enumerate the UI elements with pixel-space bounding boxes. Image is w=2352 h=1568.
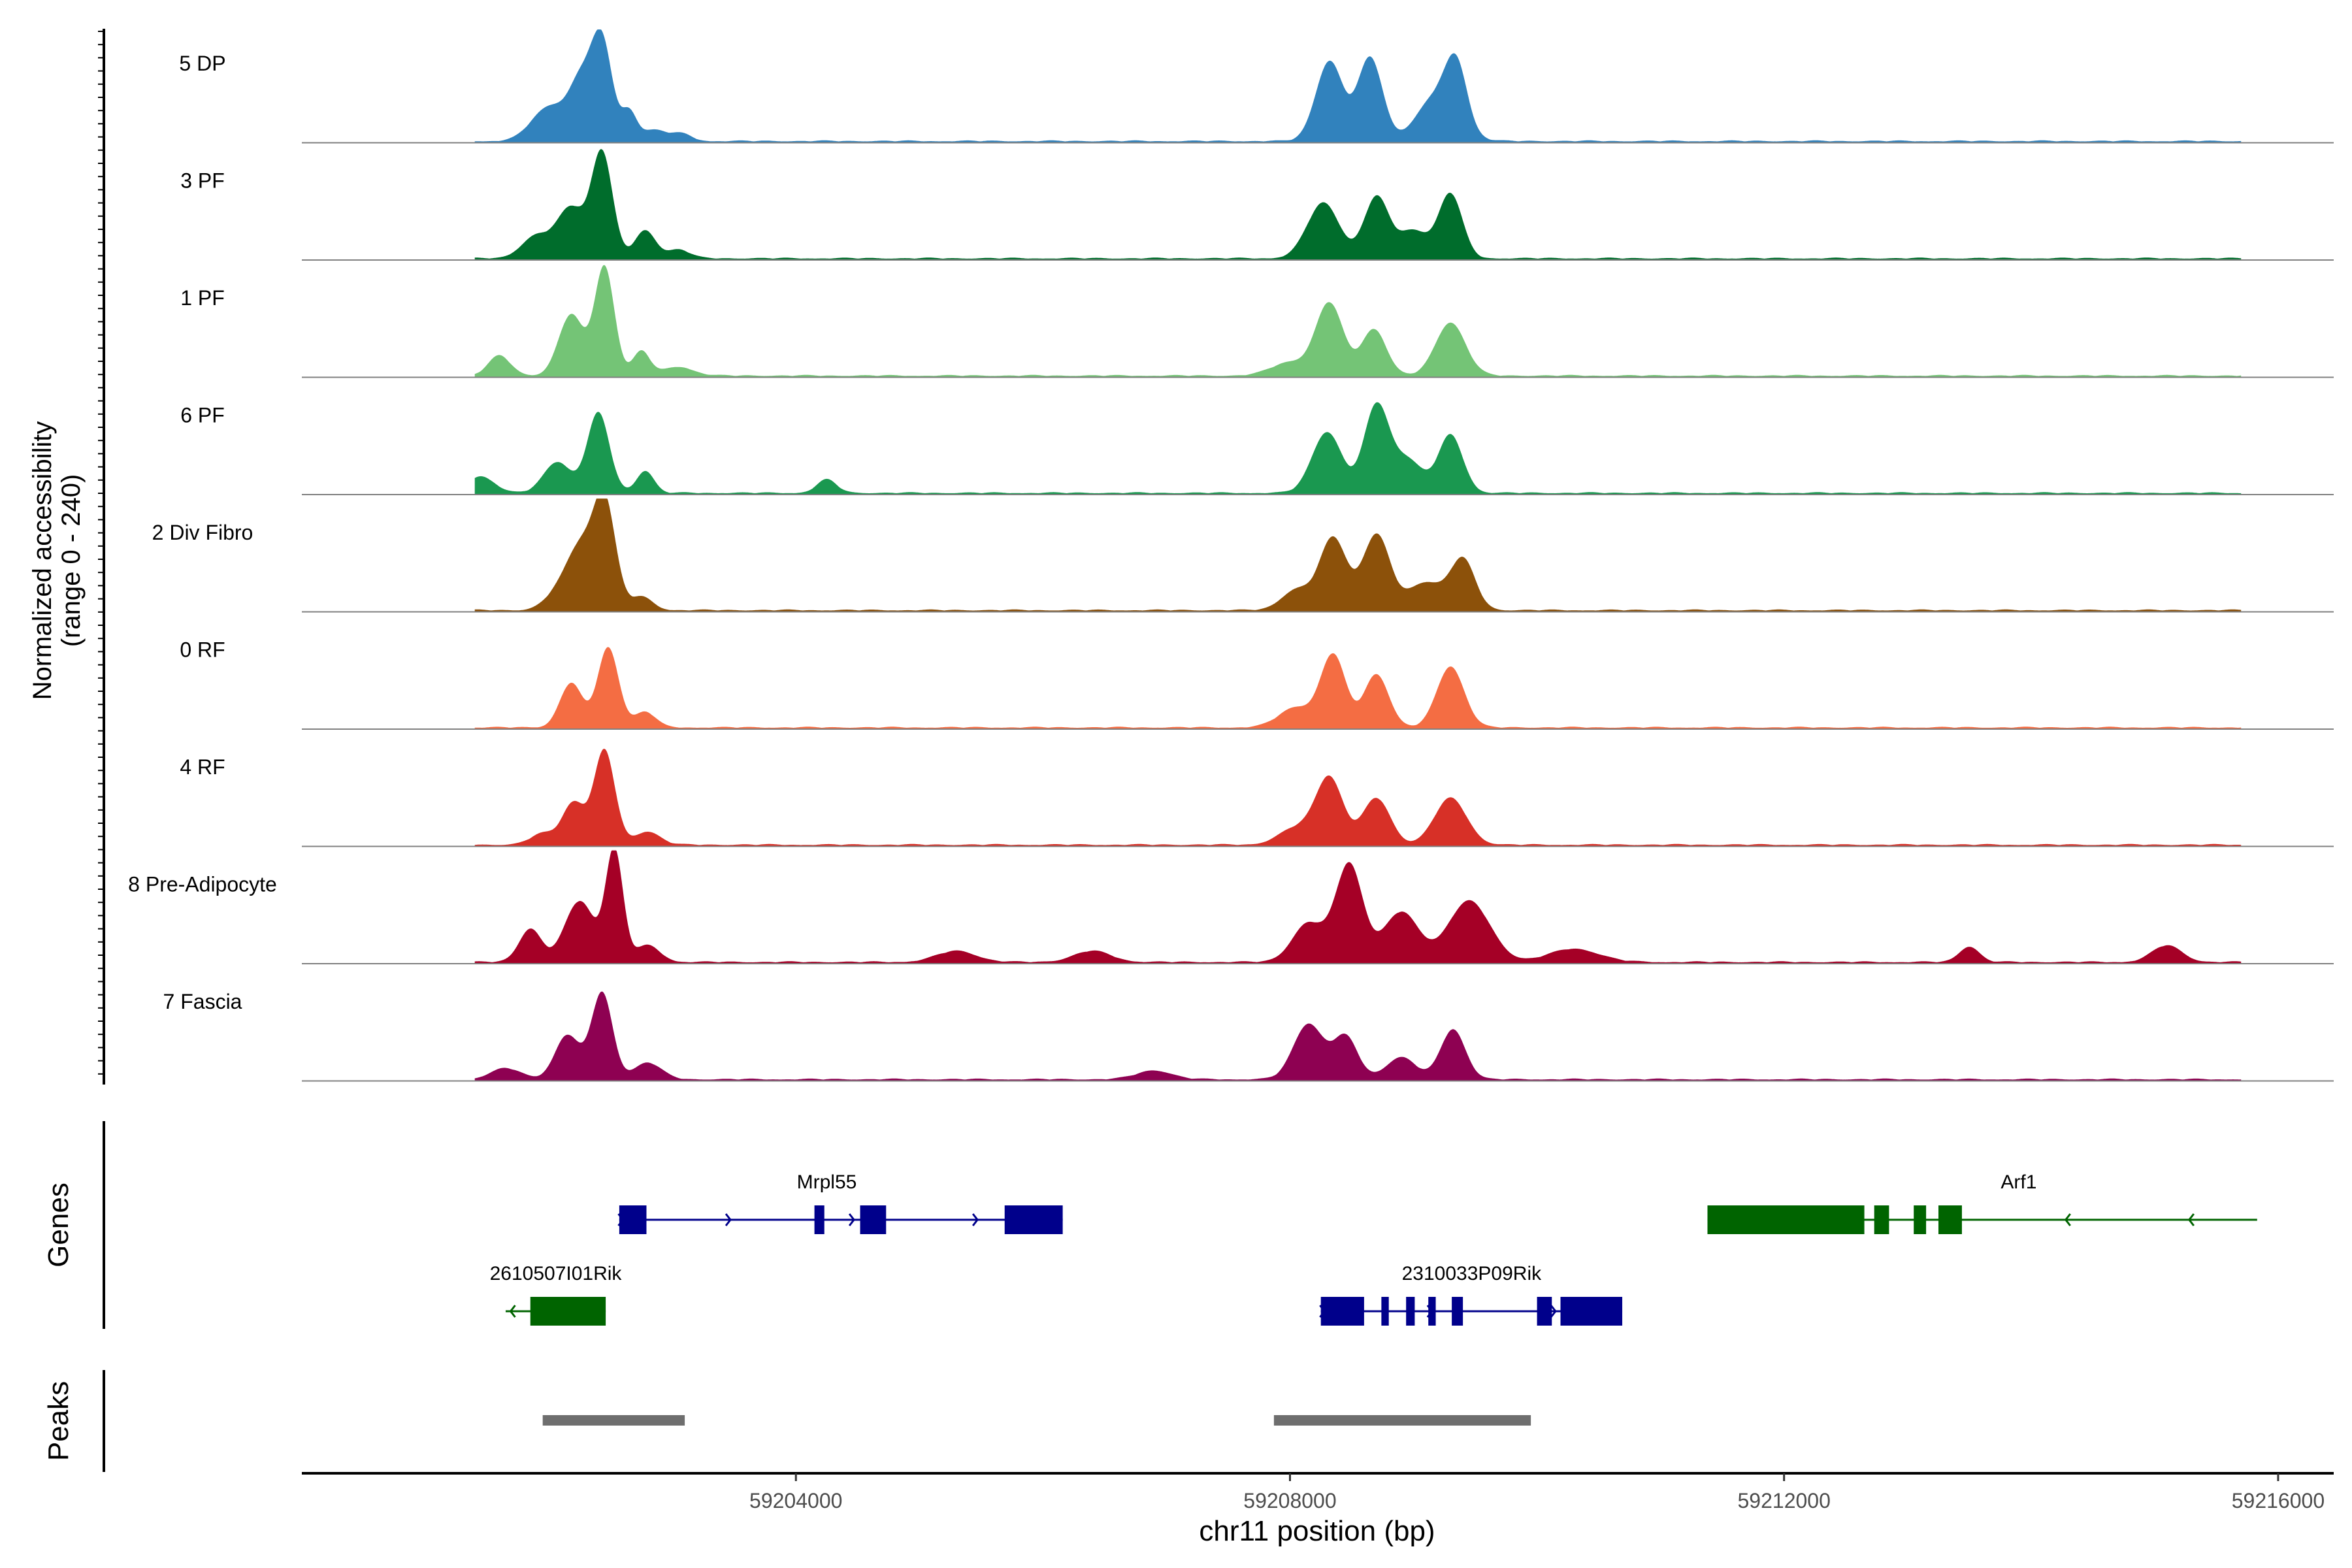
- coverage-area: [474, 402, 2242, 495]
- genes-track-label: Genes: [42, 1183, 74, 1267]
- y-axis-ticks: [98, 31, 104, 1075]
- gene-exon: [1428, 1297, 1436, 1326]
- x-axis-ticks: 59204000 59208000 59212000 59216000: [749, 1473, 2325, 1512]
- coverage-area: [474, 498, 2242, 612]
- gene-2310033p09rik: 2310033P09Rik: [1319, 1263, 1623, 1326]
- coverage-area: [474, 647, 2242, 729]
- track-label: 7 Fascia: [163, 990, 242, 1013]
- track-4-rf: 4 RF: [180, 749, 2334, 847]
- track-7-fascia: 7 Fascia: [163, 990, 2334, 1082]
- gene-2610507i01rik: 2610507I01Rik: [490, 1263, 623, 1326]
- genes-track: Mrpl55 Arf1 2610507I01Rik 2310033P09Rik: [490, 1171, 2257, 1326]
- gene-exon: [1874, 1205, 1889, 1234]
- gene-exon: [530, 1297, 606, 1326]
- gene-label: 2310033P09Rik: [1402, 1263, 1543, 1284]
- peak-region: [1273, 1415, 1531, 1426]
- track-label: 2 Div Fibro: [152, 521, 253, 544]
- peaks-track-label: Peaks: [42, 1381, 74, 1461]
- gene-exon: [1914, 1205, 1927, 1234]
- gene-exon: [1537, 1297, 1552, 1326]
- track-6-pf: 6 PF: [180, 402, 2334, 495]
- peak-region: [542, 1415, 685, 1426]
- coverage-area: [474, 850, 2242, 964]
- y-axis-range: (range 0 - 240): [57, 474, 86, 647]
- track-2-div-fibro: 2 Div Fibro: [152, 498, 2334, 613]
- track-1-pf: 1 PF: [180, 265, 2334, 378]
- gene-exon: [860, 1205, 887, 1234]
- x-tick-label: 59212000: [1738, 1489, 1831, 1512]
- gene-exon: [1938, 1205, 1962, 1234]
- strand-arrow: [2187, 1213, 2195, 1226]
- coverage-tracks: 5 DP 3 PF 1 PF 6 PF 2 Div Fibro 0 RF 4 RF 8 Pre…: [128, 29, 2334, 1082]
- gene-mrpl55: Mrpl55: [617, 1171, 1063, 1234]
- gene-exon: [619, 1205, 647, 1234]
- coverage-area: [474, 29, 2242, 143]
- coverage-area: [474, 749, 2242, 847]
- strand-arrow: [509, 1305, 516, 1318]
- strand-arrow: [725, 1213, 732, 1226]
- gene-label: Arf1: [2001, 1171, 2036, 1193]
- track-label: 6 PF: [180, 403, 225, 427]
- coverage-area: [474, 149, 2242, 260]
- track-label: 1 PF: [180, 286, 225, 310]
- gene-exon: [1381, 1297, 1389, 1326]
- x-tick-label: 59204000: [749, 1489, 842, 1512]
- strand-arrow: [1550, 1305, 1557, 1318]
- gene-label: Mrpl55: [797, 1171, 857, 1193]
- track-5-dp: 5 DP: [179, 29, 2334, 144]
- gene-exon: [1004, 1205, 1063, 1234]
- strand-arrow: [848, 1213, 855, 1226]
- y-axis-title: Normalized accessibility: [28, 421, 57, 700]
- gene-label: 2610507I01Rik: [490, 1263, 623, 1284]
- x-axis-title: chr11 position (bp): [1199, 1515, 1435, 1547]
- coverage-area: [474, 265, 2242, 378]
- x-tick-label: 59208000: [1243, 1489, 1336, 1512]
- strand-arrow: [2064, 1213, 2071, 1226]
- track-label: 5 DP: [179, 52, 225, 75]
- track-label: 3 PF: [180, 169, 225, 192]
- track-label: 4 RF: [180, 755, 225, 779]
- gene-arf1: Arf1: [1707, 1171, 2257, 1234]
- coverage-area: [474, 991, 2242, 1081]
- track-label: 0 RF: [180, 638, 225, 661]
- peaks-track: [542, 1415, 1531, 1426]
- track-8-pre-adipocyte: 8 Pre-Adipocyte: [128, 850, 2334, 964]
- track-0-rf: 0 RF: [180, 638, 2334, 730]
- gene-exon: [1560, 1297, 1623, 1326]
- track-label: 8 Pre-Adipocyte: [128, 872, 277, 896]
- gene-exon: [1320, 1297, 1364, 1326]
- strand-arrow: [972, 1213, 979, 1226]
- x-tick-label: 59216000: [2232, 1489, 2325, 1512]
- gene-exon: [1707, 1205, 1865, 1234]
- gene-exon: [1406, 1297, 1415, 1326]
- gene-exon: [814, 1205, 825, 1234]
- track-3-pf: 3 PF: [180, 149, 2334, 261]
- gene-exon: [1452, 1297, 1463, 1326]
